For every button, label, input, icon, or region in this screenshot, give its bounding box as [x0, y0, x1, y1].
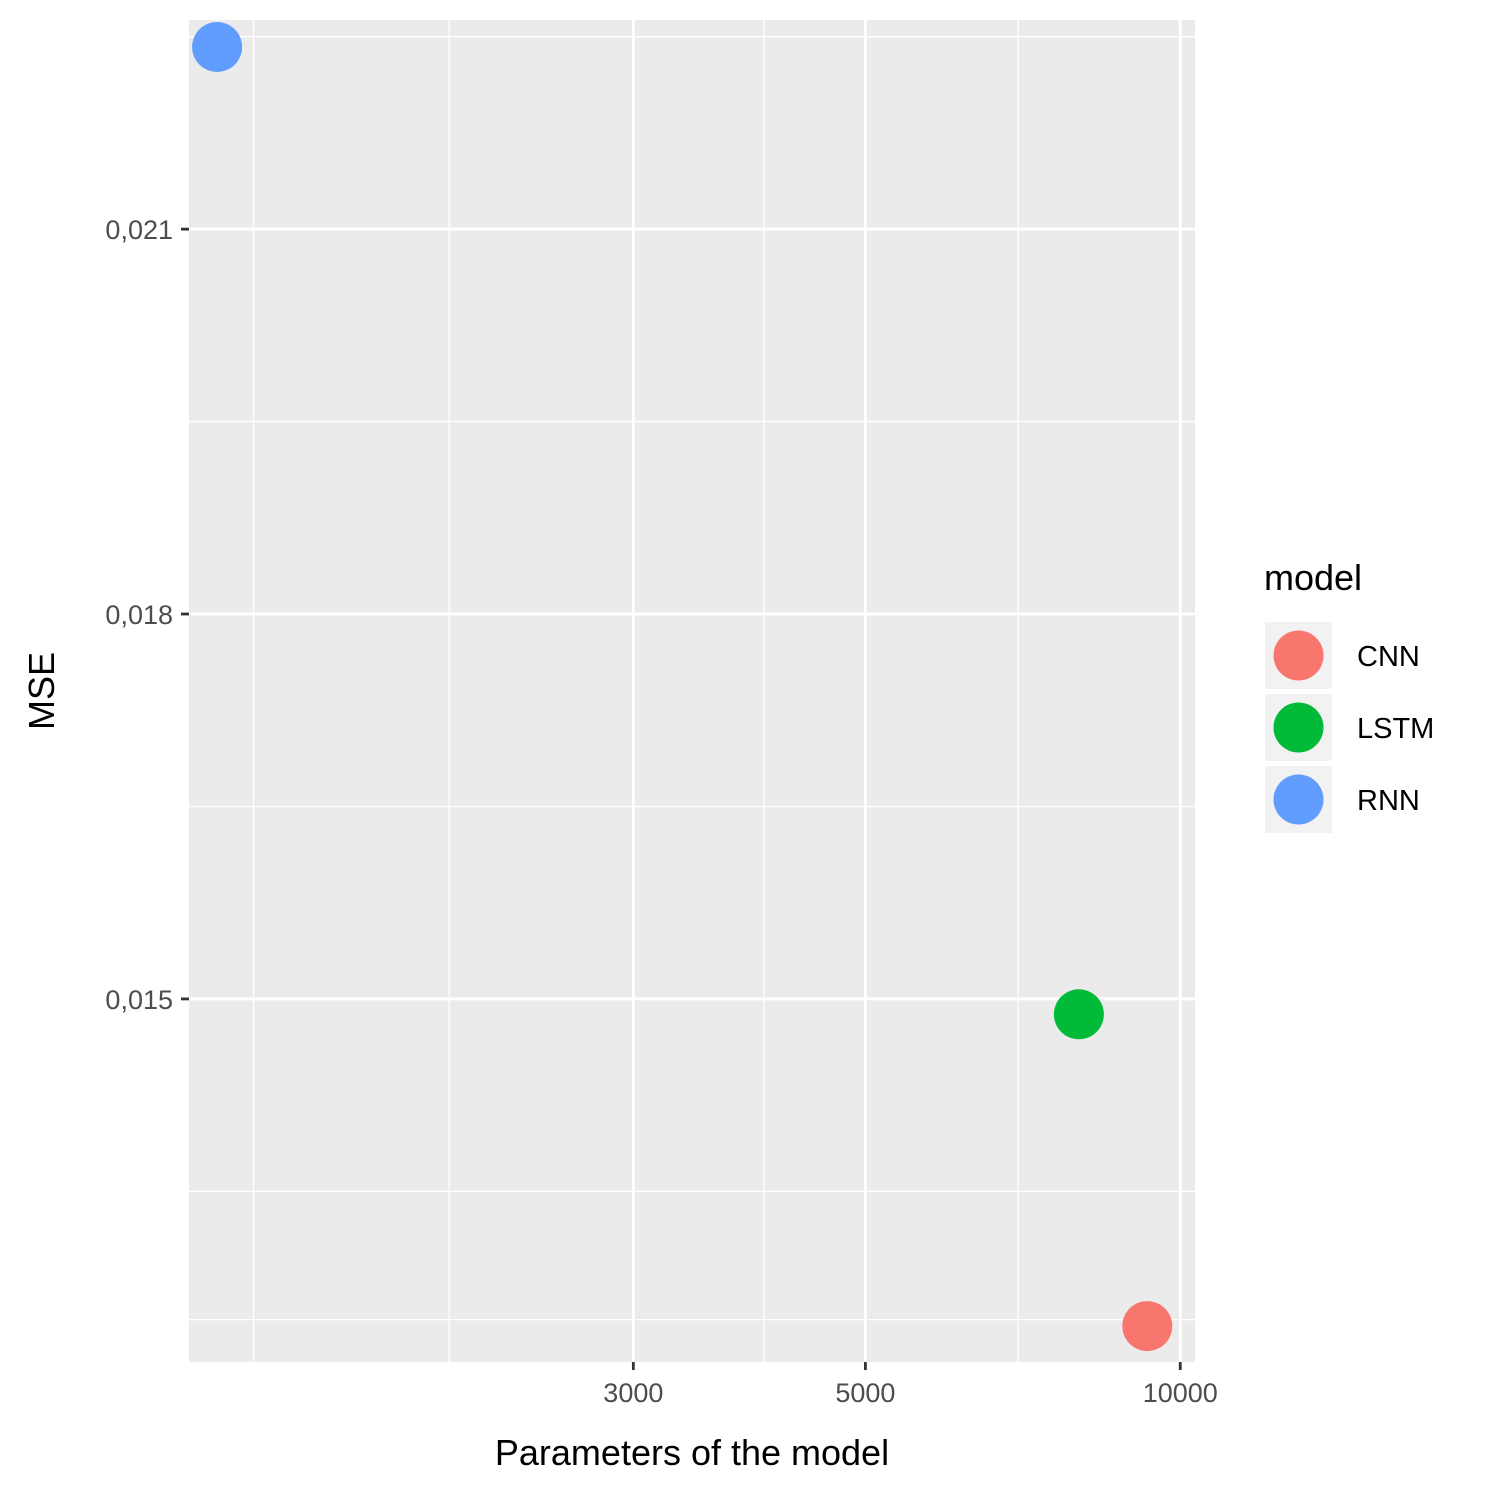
x-tick-label: 3000: [603, 1378, 663, 1408]
major-grid: [189, 20, 1195, 1362]
minor-grid: [189, 20, 1195, 1362]
plot-panel: [189, 20, 1195, 1362]
x-tick-label: 5000: [835, 1378, 895, 1408]
y-axis-title: MSE: [21, 652, 62, 730]
y-tick-label: 0,018: [105, 600, 173, 630]
legend-label-cnn: CNN: [1357, 641, 1420, 673]
data-point-cnn: [1122, 1301, 1173, 1352]
legend-label-lstm: LSTM: [1357, 713, 1434, 745]
y-tick-label: 0,015: [105, 985, 173, 1015]
data-point-lstm: [1053, 989, 1104, 1040]
x-axis-title: Parameters of the model: [495, 1432, 889, 1473]
x-axis: 3000 5000 10000: [603, 1362, 1218, 1408]
legend-label-rnn: RNN: [1357, 785, 1420, 817]
legend-swatch-cnn: [1273, 630, 1324, 681]
y-axis: 0,015 0,018 0,021: [105, 215, 189, 1015]
legend-swatch-lstm: [1273, 702, 1324, 753]
legend-swatch-rnn: [1273, 774, 1324, 825]
legend: model CNN LSTM RNN: [1264, 557, 1434, 833]
legend-title: model: [1264, 557, 1362, 598]
y-tick-label: 0,021: [105, 215, 173, 245]
data-points: [192, 21, 1173, 1352]
x-tick-label: 10000: [1143, 1378, 1218, 1408]
data-point-rnn: [192, 21, 243, 72]
